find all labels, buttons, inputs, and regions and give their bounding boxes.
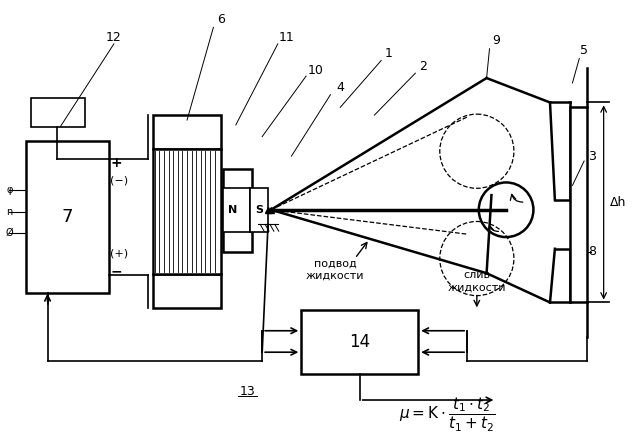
Text: 13: 13 xyxy=(239,385,255,398)
Text: 9: 9 xyxy=(492,34,500,48)
Text: (+): (+) xyxy=(109,249,128,259)
Text: 4: 4 xyxy=(336,81,344,94)
Text: Δh: Δh xyxy=(610,196,627,209)
Bar xyxy=(223,169,252,252)
Text: жидкости: жидкости xyxy=(447,283,506,293)
Text: 1: 1 xyxy=(385,47,393,60)
Text: N: N xyxy=(228,205,237,215)
Text: (−): (−) xyxy=(109,176,128,185)
Text: слив: слив xyxy=(463,270,490,280)
Text: 6: 6 xyxy=(217,13,225,26)
Text: подвод: подвод xyxy=(314,259,356,269)
Text: 10: 10 xyxy=(308,64,324,77)
Text: Ø: Ø xyxy=(6,228,13,238)
Text: жидкости: жидкости xyxy=(306,271,365,281)
Text: 2: 2 xyxy=(419,60,427,73)
Bar xyxy=(301,310,419,374)
Text: 12: 12 xyxy=(106,31,122,44)
Bar xyxy=(250,188,268,232)
Text: 5: 5 xyxy=(580,44,588,57)
Text: 7: 7 xyxy=(62,208,74,226)
Text: n: n xyxy=(6,207,13,217)
Bar xyxy=(223,188,250,232)
Bar xyxy=(153,115,221,149)
Text: 14: 14 xyxy=(349,333,371,351)
Text: $\mu = \mathrm{K}\cdot\dfrac{t_1 \cdot t_2}{t_1 + t_2}$: $\mu = \mathrm{K}\cdot\dfrac{t_1 \cdot t… xyxy=(399,395,496,434)
Text: +: + xyxy=(111,156,123,170)
Bar xyxy=(153,274,221,308)
Bar xyxy=(570,107,587,303)
Bar xyxy=(153,149,221,274)
Bar xyxy=(31,98,84,127)
Text: 11: 11 xyxy=(278,31,294,44)
Text: −: − xyxy=(111,264,123,278)
Text: 8: 8 xyxy=(588,245,596,258)
Bar xyxy=(26,141,109,293)
Text: φ: φ xyxy=(6,185,13,195)
Text: 3: 3 xyxy=(588,150,596,163)
Text: S: S xyxy=(255,205,263,215)
